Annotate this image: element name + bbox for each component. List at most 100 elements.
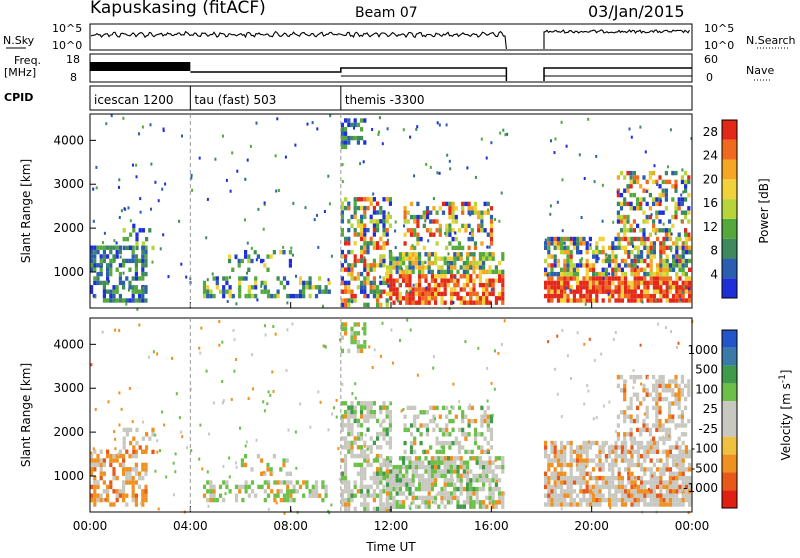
heatmap-cell [582, 298, 586, 303]
heatmap-cell [445, 423, 449, 428]
heatmap-cell [435, 219, 439, 224]
heatmap-cell [372, 471, 376, 476]
heatmap-cell [652, 250, 656, 255]
heatmap-cell [246, 241, 249, 245]
heatmap-cell [611, 267, 615, 272]
heatmap-cell [665, 245, 669, 250]
heatmap-cell [585, 263, 589, 268]
heatmap-cell [670, 232, 673, 236]
heatmap-cell [141, 467, 145, 472]
heatmap-cell [353, 214, 357, 220]
heatmap-cell [382, 458, 386, 463]
heatmap-cell [485, 504, 489, 509]
heatmap-cell [464, 340, 467, 344]
heatmap-cell [231, 267, 235, 272]
heatmap-cell [488, 300, 492, 305]
heatmap-cell [680, 414, 684, 419]
heatmap-cell [421, 300, 425, 305]
heatmap-cell [190, 449, 193, 453]
heatmap-cell [636, 374, 640, 380]
heatmap-cell [608, 493, 612, 498]
heatmap-cell [458, 400, 461, 404]
heatmap-cell [363, 232, 367, 237]
heatmap-cell [453, 256, 457, 261]
velocity-colorbar-tick: -1000 [683, 481, 718, 495]
heatmap-cell [304, 206, 307, 210]
heatmap-cell [340, 445, 344, 450]
heatmap-cell [659, 502, 663, 507]
heatmap-cell [342, 323, 345, 327]
heatmap-cell [633, 245, 637, 250]
heatmap-cell [684, 432, 688, 437]
heatmap-cell [416, 373, 419, 377]
heatmap-cell [629, 179, 633, 185]
heatmap-cell [688, 489, 692, 494]
heatmap-cell [379, 409, 383, 415]
heatmap-cell [636, 449, 640, 454]
heatmap-cell [360, 453, 364, 459]
heatmap-cell [369, 462, 373, 468]
heatmap-cell [662, 267, 666, 272]
heatmap-cell [369, 445, 373, 450]
heatmap-cell [224, 492, 227, 496]
heatmap-cell [360, 405, 364, 410]
heatmap-cell [102, 298, 106, 303]
heatmap-cell [440, 486, 444, 492]
heatmap-cell [595, 258, 599, 264]
heatmap-cell [440, 256, 444, 261]
heatmap-cell [682, 241, 685, 245]
heatmap-cell [605, 253, 608, 257]
heatmap-cell [128, 288, 130, 292]
heatmap-cell [419, 423, 423, 428]
heatmap-cell [482, 256, 486, 261]
heatmap-cell [482, 300, 486, 305]
heatmap-cell [441, 449, 446, 455]
heatmap-cell [366, 447, 369, 451]
heatmap-cell [675, 280, 679, 286]
heatmap-cell [469, 291, 473, 297]
heatmap-cell [382, 475, 386, 481]
heatmap-cell [473, 418, 478, 424]
heatmap-cell [414, 287, 418, 292]
heatmap-cell [636, 206, 640, 211]
heatmap-cell [563, 263, 567, 268]
heatmap-cell [347, 493, 351, 498]
heatmap-cell [556, 471, 560, 476]
heatmap-cell [623, 418, 627, 424]
heatmap-cell [250, 258, 254, 264]
heatmap-cell [363, 236, 367, 242]
heatmap-cell [109, 267, 113, 272]
heatmap-cell [421, 495, 425, 501]
heatmap-cell [432, 405, 436, 411]
heatmap-cell [340, 401, 344, 406]
heatmap-cell [550, 502, 554, 507]
heatmap-cell [462, 469, 466, 474]
heatmap-cell [350, 271, 354, 277]
heatmap-cell [598, 454, 602, 459]
heatmap-cell [344, 289, 348, 294]
heatmap-cell [363, 453, 367, 459]
heatmap-cell [688, 449, 692, 454]
velocity-colorbar-tick: 1000 [687, 343, 718, 357]
heatmap-cell [235, 358, 238, 361]
heatmap-cell [677, 383, 681, 389]
heatmap-cell [592, 276, 596, 281]
heatmap-cell [102, 245, 106, 250]
heatmap-cell [483, 418, 487, 424]
heatmap-cell [414, 495, 418, 501]
heatmap-cell [198, 346, 201, 350]
heatmap-cell [379, 210, 383, 215]
heatmap-cell [640, 462, 644, 468]
heatmap-cell [662, 493, 666, 498]
heatmap-cell [619, 410, 624, 415]
heatmap-cell [376, 245, 380, 250]
heatmap-cell [588, 489, 592, 494]
heatmap-cell [353, 205, 357, 211]
heatmap-cell [572, 236, 576, 242]
heatmap-cell [652, 497, 656, 503]
heatmap-cell [604, 285, 608, 290]
heatmap-cell [427, 260, 431, 266]
heatmap-cell [661, 396, 665, 402]
heatmap-cell [266, 267, 270, 272]
